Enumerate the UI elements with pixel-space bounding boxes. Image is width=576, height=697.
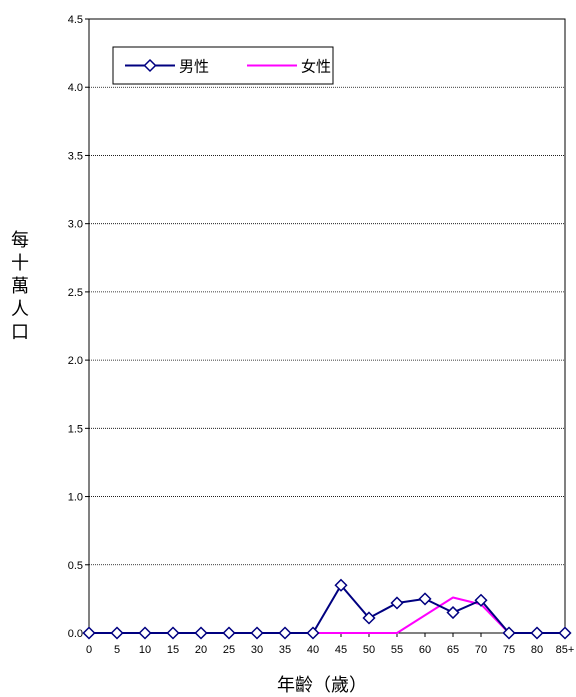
x-tick-label: 55 [391, 644, 403, 656]
x-tick-label: 0 [86, 644, 92, 656]
legend-label: 男性 [179, 58, 209, 76]
y-axis-title-char: 萬 [11, 276, 29, 297]
data-point [222, 626, 236, 640]
y-tick-label: 4.5 [68, 14, 83, 26]
y-axis-title-char: 每 [11, 230, 29, 251]
series-male [82, 578, 572, 640]
data-point [362, 611, 376, 625]
data-point [474, 593, 488, 607]
data-point [446, 605, 460, 620]
gridlines [89, 86, 565, 566]
data-point [334, 578, 348, 592]
y-axis-title-char: 十 [11, 253, 29, 274]
x-tick-label: 75 [503, 644, 515, 656]
y-tick-label: 2.0 [68, 355, 83, 367]
legend-item: 女性 [247, 58, 331, 76]
series-layer [82, 578, 572, 640]
legend: 男性 女性 [112, 46, 334, 85]
data-point [138, 626, 152, 640]
legend-item: 男性 [125, 58, 209, 76]
data-point [306, 626, 320, 640]
plot-area [88, 18, 566, 634]
x-axis-ticks: 0 5 10 15 20 25 30 35 40 45 50 55 60 65 70 75 80 85+ [86, 633, 574, 656]
y-tick-label: 3.0 [68, 219, 83, 231]
x-tick-label: 60 [419, 644, 431, 656]
y-tick-label: 4.0 [68, 82, 83, 94]
x-tick-label: 45 [335, 644, 347, 656]
legend-marker [143, 58, 157, 73]
y-axis-title-char: 人 [11, 299, 29, 320]
legend-label: 女性 [301, 58, 331, 76]
data-point [502, 626, 516, 640]
data-point [250, 626, 264, 640]
y-tick-label: 1.5 [68, 423, 83, 435]
y-tick-label: 2.5 [68, 287, 83, 299]
x-tick-label: 50 [363, 644, 375, 656]
x-tick-label: 5 [114, 644, 120, 656]
x-tick-label: 35 [279, 644, 291, 656]
x-tick-label: 80 [531, 644, 543, 656]
y-tick-label: 0.0 [68, 628, 83, 640]
y-tick-label: 1.0 [68, 492, 83, 504]
data-point [530, 626, 544, 640]
series-line [89, 584, 565, 634]
x-axis-title: 年齡（歲） [277, 675, 367, 696]
y-tick-label: 0.5 [68, 560, 83, 572]
x-tick-label: 25 [223, 644, 235, 656]
data-point [278, 626, 292, 640]
x-tick-label: 40 [307, 644, 319, 656]
x-tick-label: 70 [475, 644, 487, 656]
data-point [418, 592, 432, 606]
data-point [110, 626, 124, 640]
y-axis-title-char: 口 [11, 322, 29, 343]
x-tick-label: 10 [139, 644, 151, 656]
y-tick-label: 3.5 [68, 150, 83, 162]
y-axis-ticks: 0.0 0.5 1.0 1.5 2.0 2.5 3.0 3.5 4.0 4.5 [68, 14, 89, 640]
x-tick-label: 30 [251, 644, 263, 656]
data-point [390, 596, 404, 610]
data-point [82, 626, 96, 640]
data-point [166, 626, 180, 640]
x-tick-label: 20 [195, 644, 207, 656]
x-tick-label: 85+ [556, 644, 575, 656]
data-point [558, 626, 572, 640]
x-tick-label: 15 [167, 644, 179, 656]
data-point [194, 626, 208, 640]
x-tick-label: 65 [447, 644, 459, 656]
